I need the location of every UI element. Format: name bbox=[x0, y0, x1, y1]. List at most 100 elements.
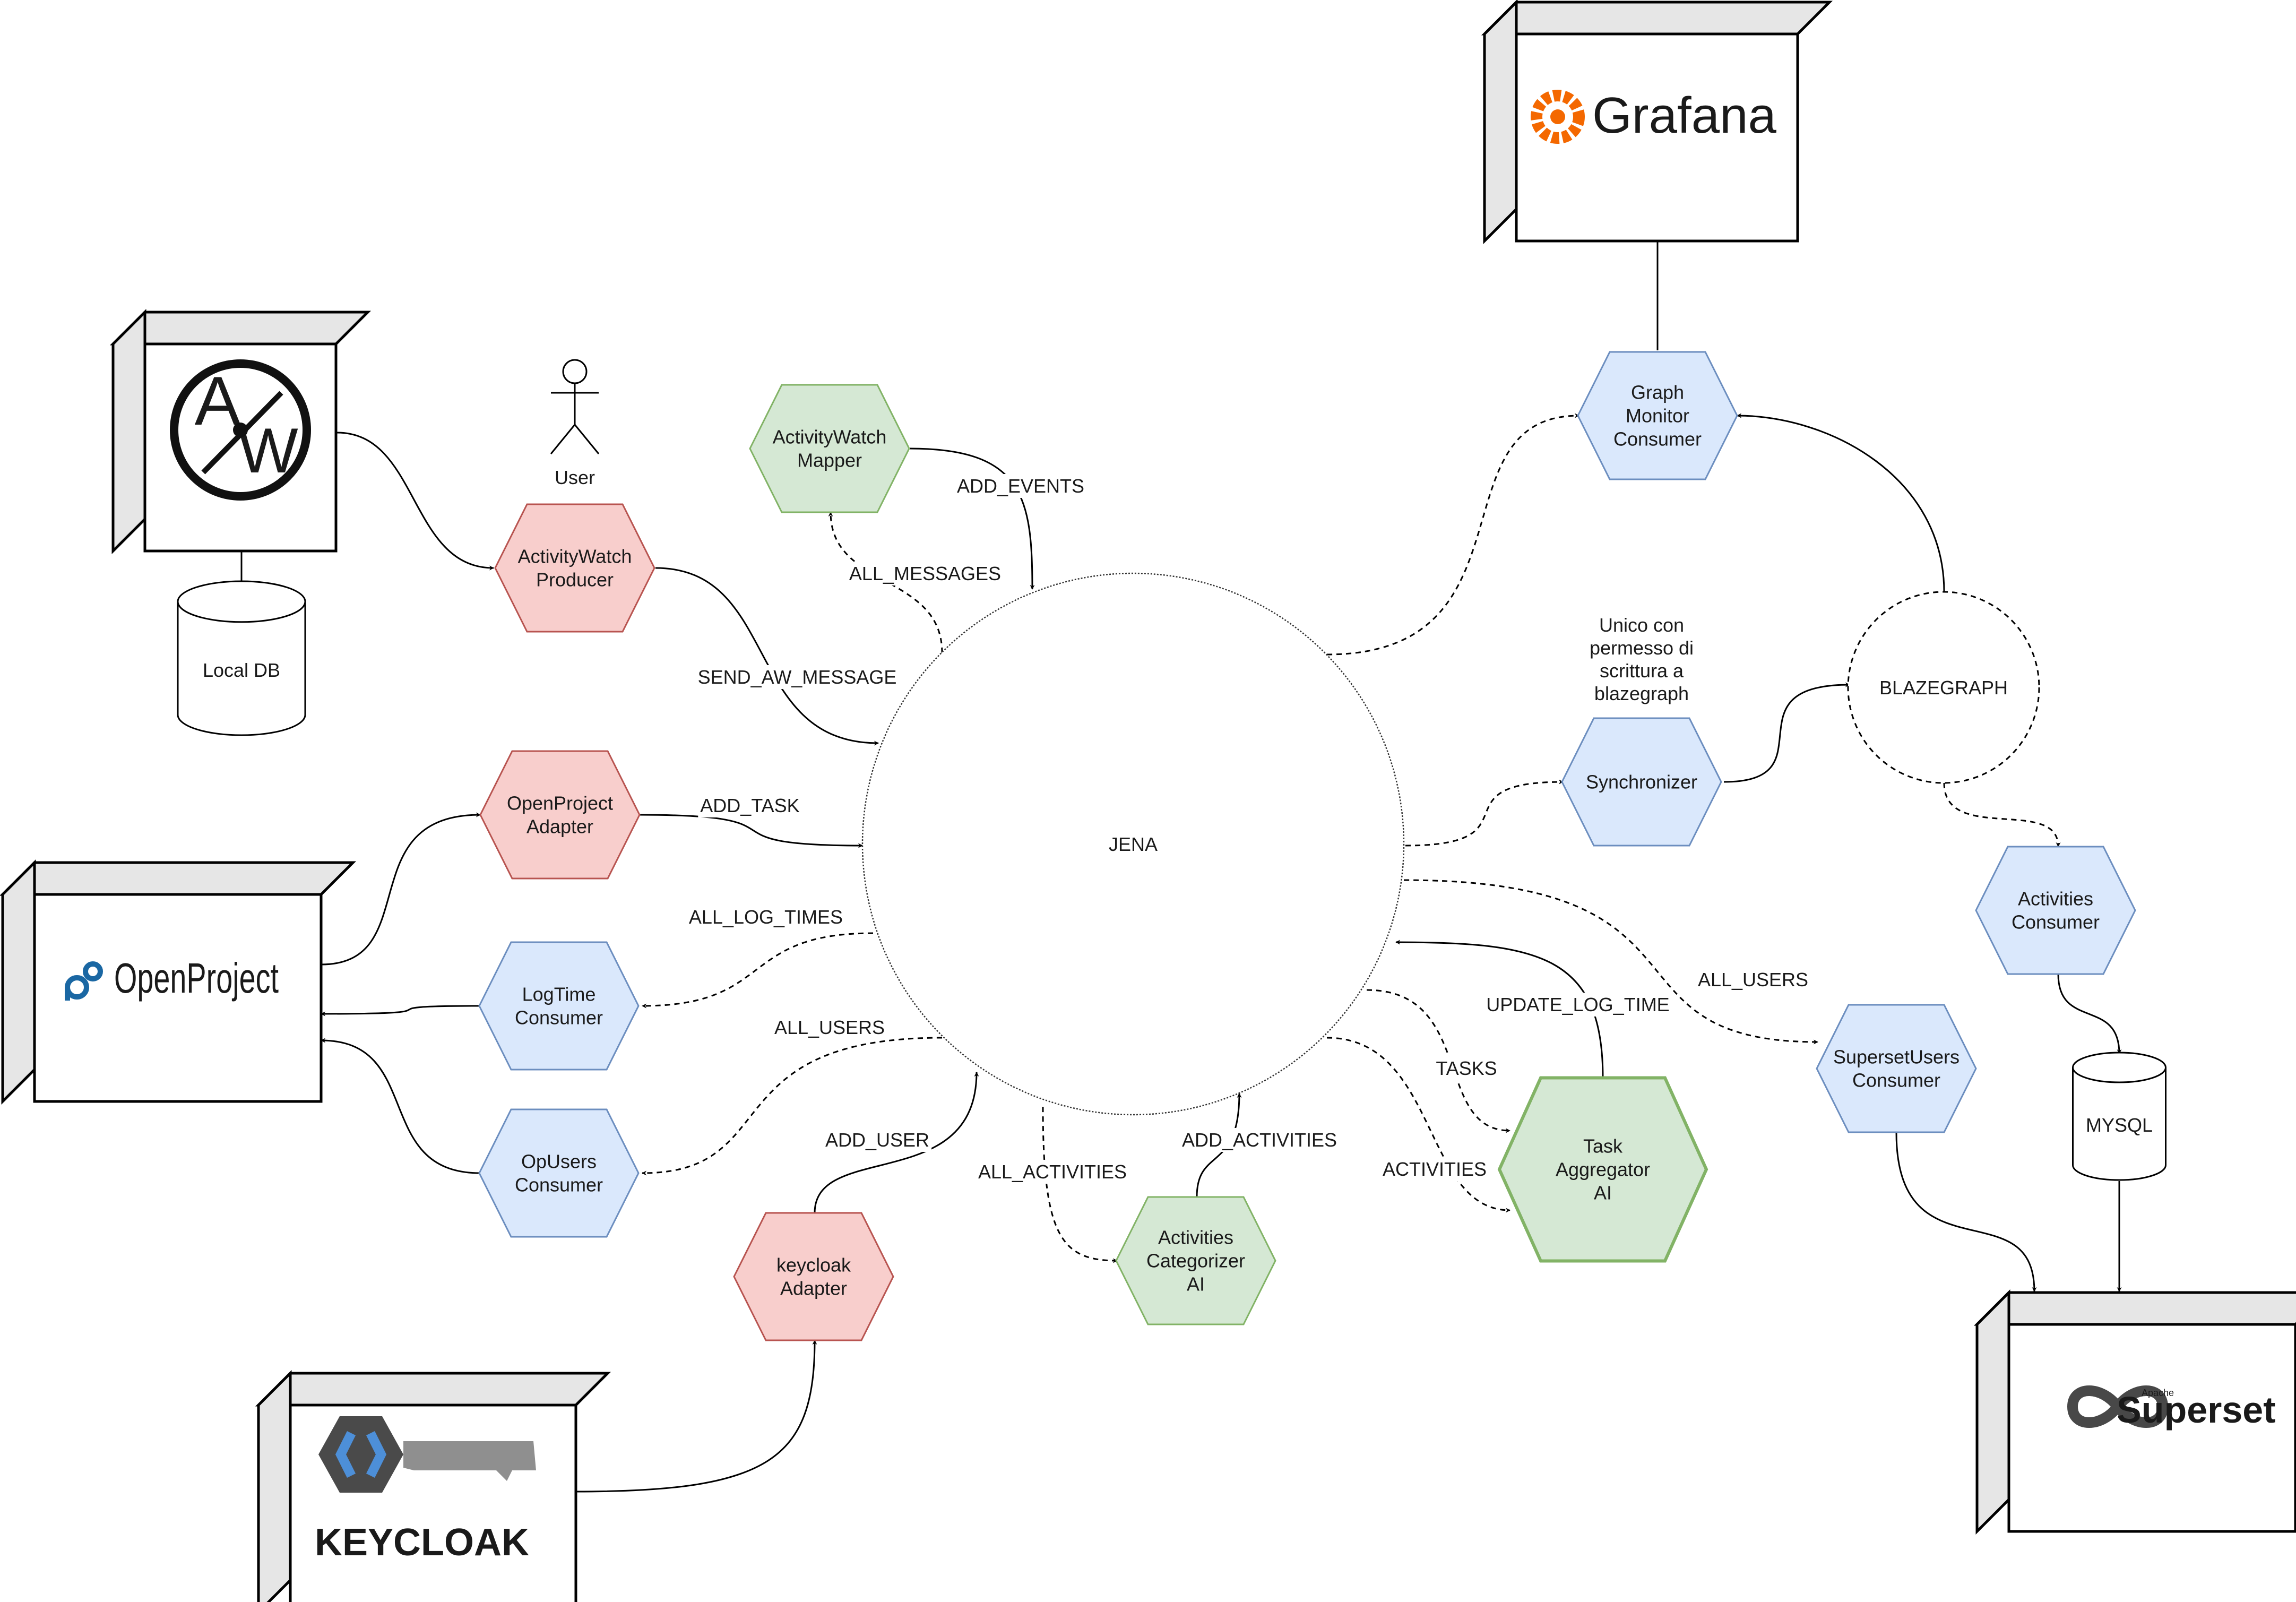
mysql-cylinder bbox=[2072, 1052, 2166, 1181]
activitywatch-logo: AW bbox=[170, 359, 311, 501]
grafana-icon-core bbox=[1550, 109, 1565, 124]
synchronizer-note-line: Unico con bbox=[1599, 614, 1684, 636]
edge-supersetusers-to-superset bbox=[1895, 1132, 2037, 1292]
edge-label-add-task-bg bbox=[698, 794, 802, 817]
edge-synchronizer-to-blazegraph bbox=[1723, 682, 1850, 783]
superset-users-consumer-node-shape bbox=[1816, 1004, 1977, 1133]
graph-monitor-consumer-node-shape bbox=[1577, 351, 1738, 480]
keycloak-bracket-left bbox=[335, 1431, 356, 1478]
activities-categorizer-node-shape bbox=[1115, 1196, 1276, 1325]
task-aggregator-node-label: AI bbox=[1594, 1182, 1612, 1204]
edge-jena-to-logtime bbox=[642, 932, 874, 1009]
task-aggregator-node-label: Aggregator bbox=[1556, 1159, 1650, 1181]
edge-label-add-user: ADD_USER bbox=[825, 1129, 929, 1151]
keycloak-adapter-node-shape bbox=[733, 1212, 894, 1341]
keycloak-key-icon bbox=[403, 1441, 536, 1481]
edge-label-all-messages: ALL_MESSAGES bbox=[849, 563, 1001, 584]
keycloak-box bbox=[255, 1370, 611, 1602]
local-db-cylinder bbox=[177, 580, 306, 736]
grafana-box-side bbox=[1483, 0, 1518, 245]
opusers-consumer-node[interactable] bbox=[478, 1108, 640, 1238]
openproject-adapter-node[interactable] bbox=[479, 750, 641, 880]
edge-opusers-to-openproject bbox=[321, 1038, 481, 1174]
activitywatch-box-side bbox=[111, 308, 146, 555]
edge-jena-to-synchronizer bbox=[1405, 779, 1564, 847]
edge-label-add-activities-bg bbox=[1179, 1128, 1340, 1152]
graph-monitor-consumer-node[interactable] bbox=[1577, 351, 1738, 480]
keycloak-box-side bbox=[257, 1370, 292, 1602]
edge-label-all-activities: ALL_ACTIVITIES bbox=[978, 1161, 1127, 1183]
edge-blazegraph-to-graphmonitor bbox=[1737, 413, 1945, 592]
activitywatch-letter-a: A bbox=[195, 362, 241, 440]
blazegraph-circle[interactable] bbox=[1847, 591, 2040, 784]
activities-consumer-node-label: Activities bbox=[2018, 888, 2093, 910]
keycloak-adapter-node-label: keycloak bbox=[776, 1254, 851, 1276]
edge-logtime-to-openproject bbox=[321, 1005, 481, 1017]
opusers-consumer-node-shape bbox=[478, 1108, 640, 1238]
synchronizer-node-label: Synchronizer bbox=[1586, 771, 1697, 793]
grafana-logo: Grafana bbox=[1531, 87, 1776, 144]
superset-users-consumer-node[interactable] bbox=[1816, 1004, 1977, 1133]
keycloak-hexagon-icon bbox=[318, 1416, 403, 1493]
activitywatch-producer-node-label: Producer bbox=[536, 569, 614, 591]
keycloak-bracket-right bbox=[366, 1431, 387, 1478]
edge-label-tasks: TASKS bbox=[1436, 1057, 1497, 1079]
graph-monitor-consumer-node-label: Monitor bbox=[1626, 405, 1689, 427]
activitywatch-producer-node-shape bbox=[494, 503, 655, 633]
activities-consumer-node[interactable] bbox=[1975, 846, 2136, 975]
edge-label-activities-bg bbox=[1380, 1157, 1489, 1181]
edge-jena-to-graphmonitor bbox=[1326, 413, 1579, 656]
task-aggregator-node[interactable] bbox=[1497, 1076, 1708, 1263]
user-actor-icon bbox=[550, 359, 600, 454]
synchronizer-node[interactable] bbox=[1561, 717, 1722, 847]
keycloak-adapter-node[interactable] bbox=[733, 1212, 894, 1341]
edge-label-all-log-times: ALL_LOG_TIMES bbox=[689, 906, 843, 928]
jena-circle[interactable] bbox=[861, 572, 1405, 1116]
activitywatch-mapper-node-label: ActivityWatch bbox=[773, 426, 887, 448]
graph-monitor-consumer-node-label: Consumer bbox=[1613, 428, 1702, 450]
edge-blazegraph-to-activitiesconsumer bbox=[1943, 782, 2061, 847]
openproject-wordmark: OpenProject bbox=[114, 954, 279, 1002]
synchronizer-note-line: scrittura a bbox=[1600, 660, 1684, 682]
openproject-box-side bbox=[1, 859, 36, 1105]
local-db-cylinder-label: Local DB bbox=[203, 659, 280, 681]
superset-box bbox=[1973, 1289, 2296, 1535]
edge-label-add-events: ADD_EVENTS bbox=[957, 475, 1084, 497]
local-db-cylinder-body bbox=[177, 601, 306, 736]
logtime-consumer-node-shape bbox=[478, 941, 640, 1071]
synchronizer-note-line: blazegraph bbox=[1594, 683, 1689, 704]
activitywatch-producer-node-label: ActivityWatch bbox=[518, 546, 632, 567]
activitywatch-producer-node[interactable] bbox=[494, 503, 655, 633]
activities-categorizer-node-label: Categorizer bbox=[1146, 1250, 1245, 1272]
user-actor-body bbox=[550, 383, 600, 454]
keycloak-wordmark: KEYCLOAK bbox=[315, 1521, 529, 1564]
keycloak-logo: KEYCLOAK bbox=[315, 1416, 536, 1564]
openproject-logo: OpenProject bbox=[65, 954, 279, 1002]
edge-jena-to-supersetusers bbox=[1403, 879, 1818, 1045]
superset-box-top bbox=[1973, 1291, 2296, 1326]
activitywatch-mapper-node[interactable] bbox=[749, 384, 910, 513]
user-actor-head bbox=[562, 359, 588, 384]
superset-box-face bbox=[2007, 1323, 2296, 1533]
superset-infinity-icon bbox=[2067, 1385, 2169, 1428]
grafana-icon bbox=[1531, 90, 1585, 144]
activities-categorizer-node[interactable] bbox=[1115, 1196, 1276, 1325]
activities-categorizer-node-label: Activities bbox=[1158, 1227, 1233, 1248]
edge-label-all-log-times-bg bbox=[686, 905, 845, 929]
edge-openproject-to-opadapter bbox=[321, 812, 481, 966]
opusers-consumer-node-label: OpUsers bbox=[521, 1151, 597, 1173]
graph-monitor-consumer-node-label: Graph bbox=[1631, 382, 1684, 403]
edge-label-add-task: ADD_TASK bbox=[700, 795, 799, 816]
activities-categorizer-node-label: AI bbox=[1187, 1273, 1205, 1295]
edge-label-tasks-bg bbox=[1434, 1056, 1499, 1080]
task-aggregator-node-label: Task bbox=[1583, 1135, 1623, 1157]
grafana-box-top bbox=[1481, 1, 1833, 36]
edge-label-add-activities: ADD_ACTIVITIES bbox=[1182, 1129, 1337, 1151]
edge-label-all-users-left: ALL_USERS bbox=[774, 1017, 885, 1038]
edge-activitiesconsumer-to-mysql bbox=[2057, 974, 2122, 1054]
mysql-cylinder-top bbox=[2072, 1052, 2166, 1083]
edge-kcadapter-to-jena bbox=[814, 1072, 979, 1213]
activities-consumer-node-label: Consumer bbox=[2012, 911, 2100, 933]
logtime-consumer-node[interactable] bbox=[478, 941, 640, 1071]
